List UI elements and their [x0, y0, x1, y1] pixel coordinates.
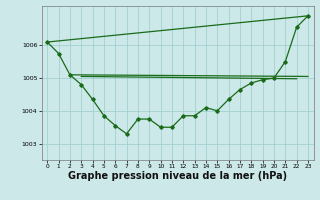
- X-axis label: Graphe pression niveau de la mer (hPa): Graphe pression niveau de la mer (hPa): [68, 171, 287, 181]
